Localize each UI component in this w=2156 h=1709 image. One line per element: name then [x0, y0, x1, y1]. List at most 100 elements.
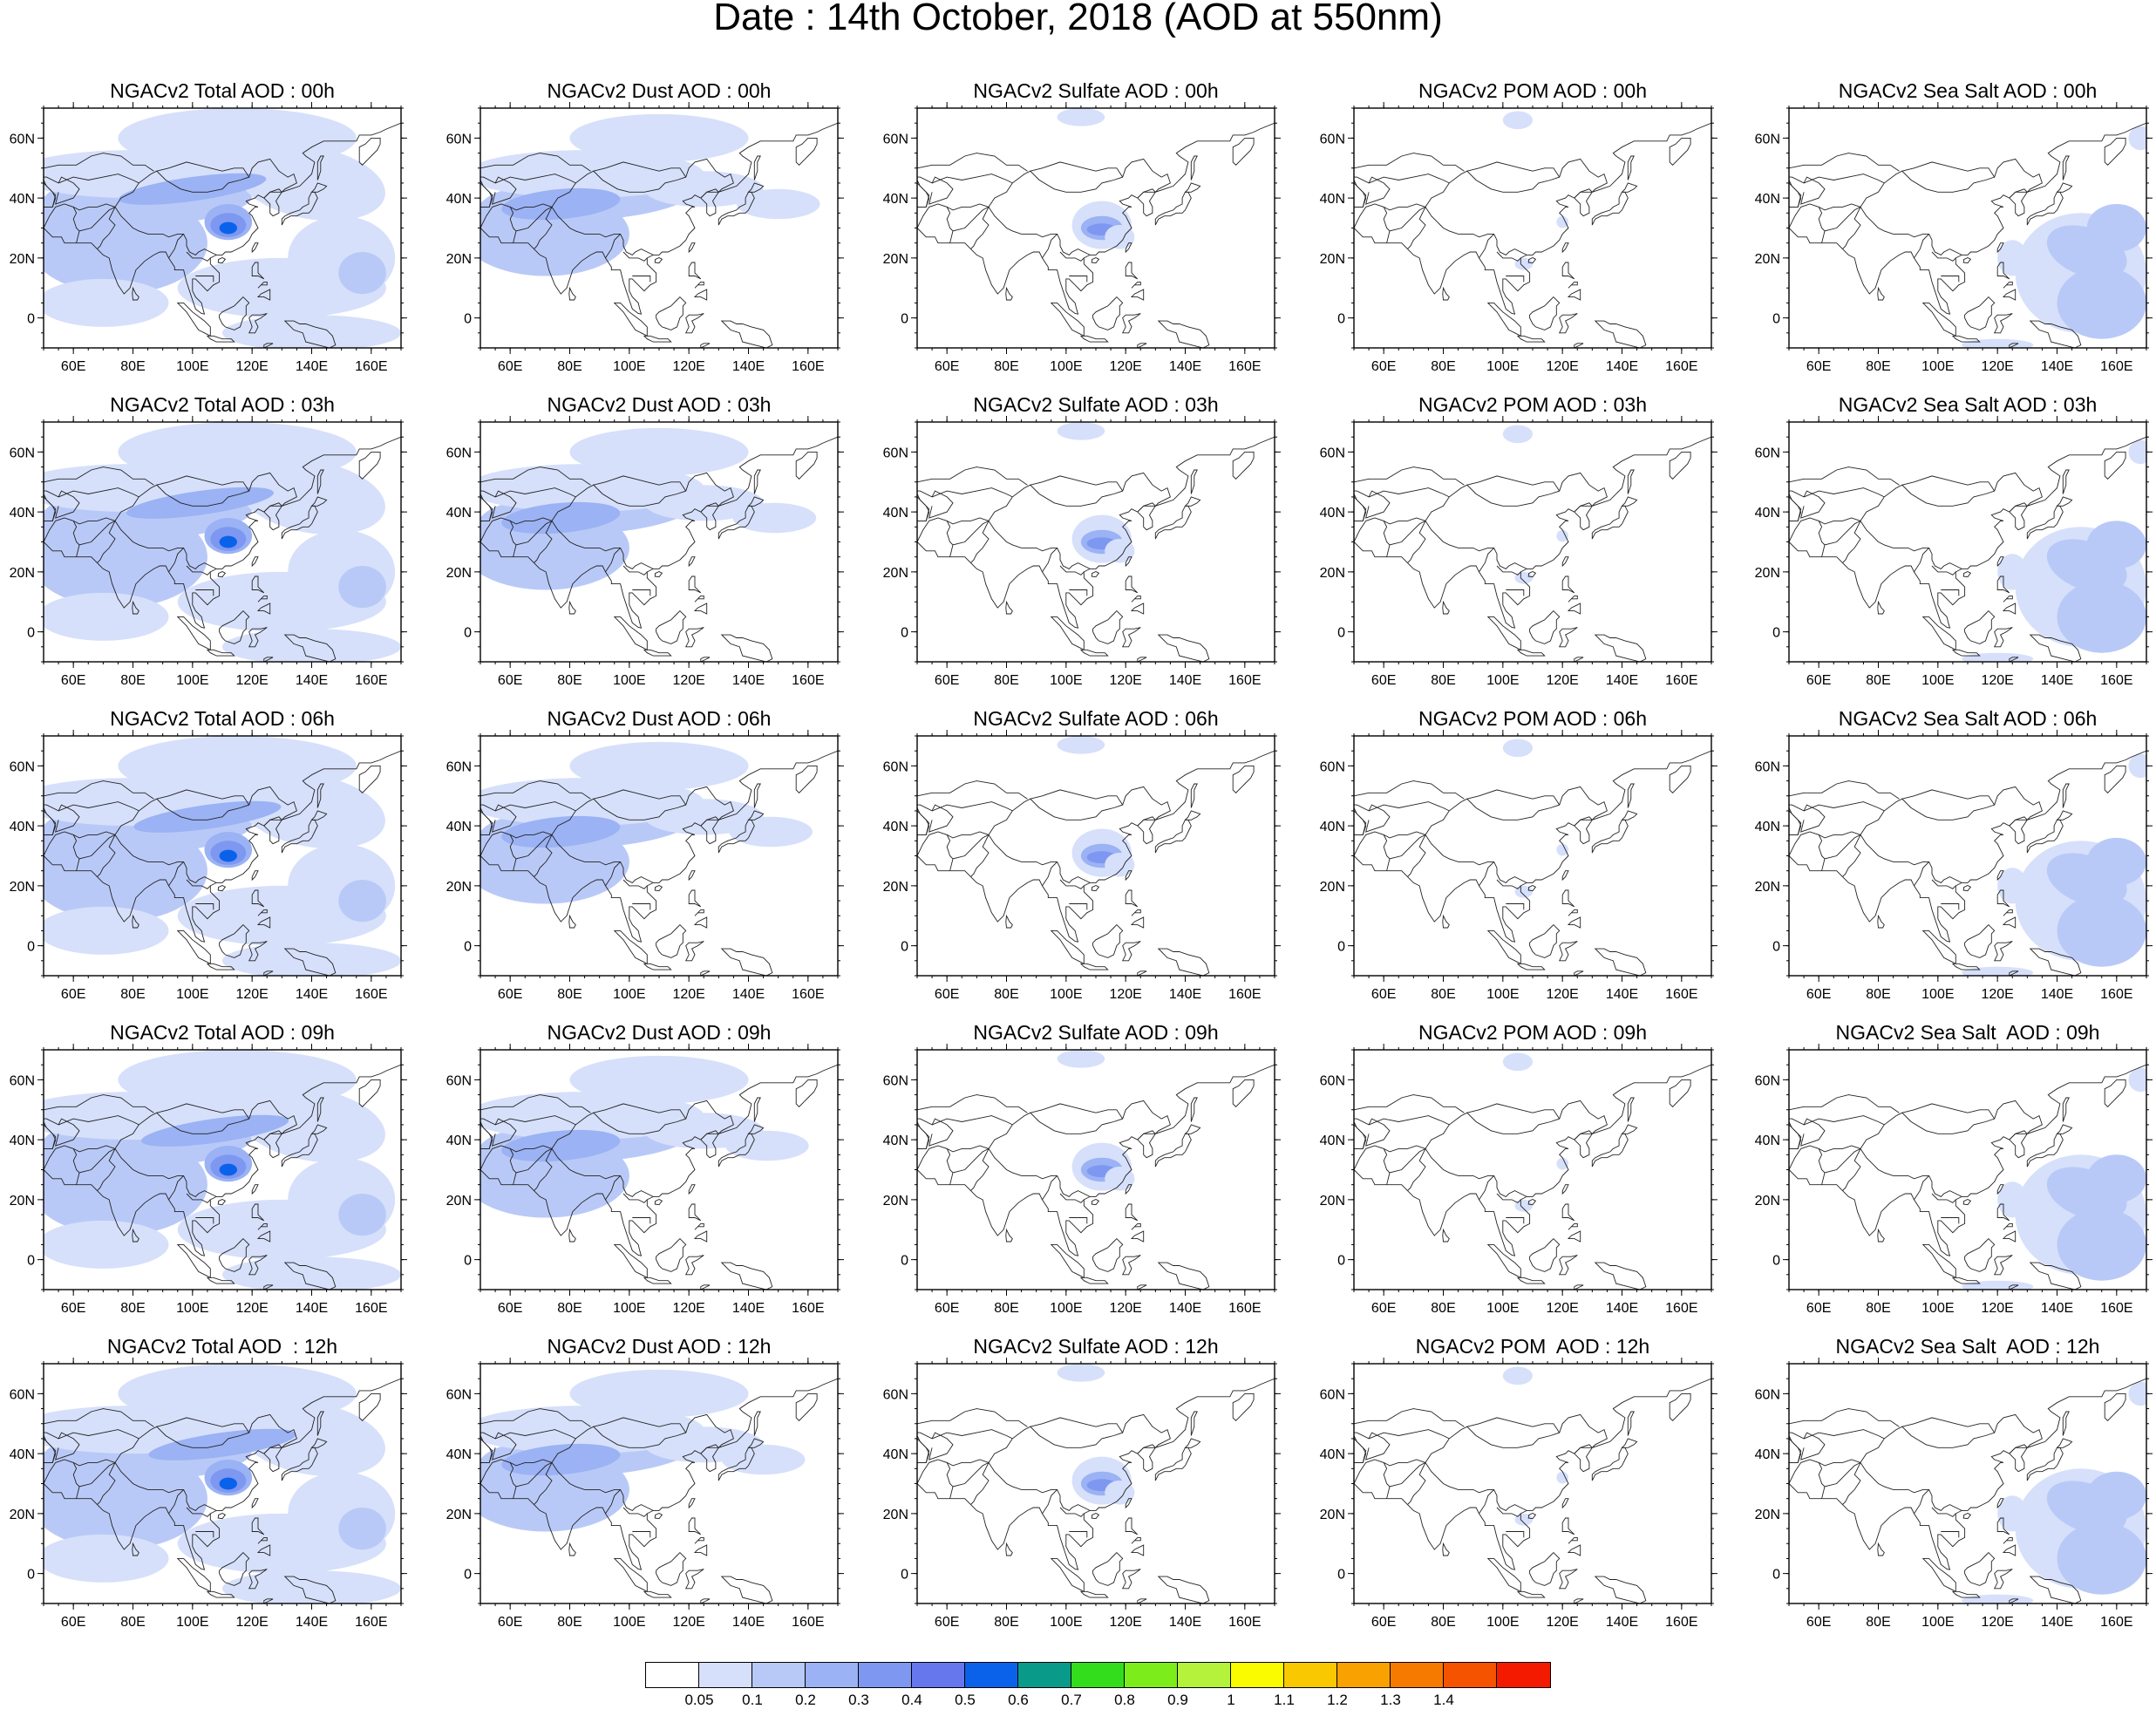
coastline-sakhalin	[753, 1097, 761, 1122]
coastline-seasia3	[632, 903, 651, 910]
aod-region	[1962, 652, 2034, 662]
coastline-seasia3	[195, 1531, 214, 1538]
coastline-asiaMain	[1789, 1064, 2146, 1256]
coastline-visayas	[1568, 1222, 1578, 1230]
map-panel-dust-03h: NGACv2 Dust AOD : 03h 60E 80E 100E 120E 140E 1…	[446, 392, 916, 689]
coastline-asiaMain	[480, 750, 838, 943]
coastline-china_border	[1860, 472, 2043, 521]
coastline-taiwan	[688, 556, 696, 568]
coastline-seasia2	[1496, 879, 1521, 889]
coastline-himalaya	[1425, 207, 1527, 255]
coastline-taiwan	[251, 870, 259, 882]
map-plot: 60E 80E 100E 120E 140E 160E 0 20N 40N 60N	[1320, 1358, 1717, 1630]
coastline-mindanao	[693, 916, 708, 929]
colorbar-label: 1.3	[1380, 1692, 1401, 1708]
lon-tick-label: 100E	[1050, 1615, 1082, 1630]
coastline-korea	[1574, 1130, 1593, 1140]
lon-tick-label: 80E	[120, 987, 145, 1002]
coastline-taiwan	[1561, 1498, 1569, 1509]
coastline-asiaMain	[44, 750, 401, 943]
lon-tick-label: 80E	[1866, 987, 1890, 1002]
coastline-sakhalin	[316, 469, 324, 494]
coastline-russia_kz	[917, 1094, 1028, 1113]
coastlines	[480, 122, 838, 348]
coastline-mongolia	[1466, 1103, 1561, 1120]
lon-tick-label: 80E	[994, 1615, 1018, 1630]
coastline-kamchatka	[795, 1392, 818, 1421]
lon-tick-label: 100E	[1050, 1301, 1082, 1316]
coastline-borneo	[219, 296, 250, 330]
lon-tick-label: 100E	[176, 1615, 208, 1630]
coastline-india_sl	[1442, 914, 1450, 929]
coastline-sakhalin	[1190, 155, 1198, 180]
map-panel-sulfate-06h: NGACv2 Sulfate AOD : 06h 60E 80E 100E 120E 14…	[883, 706, 1353, 1003]
aod-region	[1514, 885, 1534, 898]
lat-tick-label: 40N	[1755, 820, 1780, 834]
aod-region	[569, 1369, 749, 1418]
coastlines	[44, 436, 401, 662]
coastline-java	[1516, 1590, 1546, 1598]
coastline-japan	[1154, 819, 1192, 854]
coastline-sakhalin	[316, 1411, 324, 1436]
coastline-seasia2	[1496, 1507, 1521, 1517]
coastline-hainan	[1091, 1198, 1100, 1206]
axis-ticks	[1783, 102, 2153, 354]
coastline-afghan	[1383, 1145, 1426, 1153]
coastline-mindanao	[2002, 603, 2017, 615]
lat-tick-label: 60N	[1755, 132, 1780, 146]
lat-tick-label: 40N	[1755, 1134, 1780, 1148]
coastline-newguinea	[720, 634, 773, 662]
aod-region	[338, 566, 386, 609]
aod-region	[1514, 257, 1534, 270]
coastline-china_border	[1425, 786, 1608, 835]
coastline-java	[206, 1277, 235, 1284]
coastline-china_border	[114, 158, 297, 208]
coastline-hokkaido	[310, 1438, 328, 1448]
coastline-sulawesi	[1558, 1569, 1578, 1590]
aod-field	[44, 108, 401, 348]
coastline-mindanao	[1567, 603, 1581, 615]
coastline-kazakh	[58, 1429, 139, 1440]
coastline-seasia3	[1941, 276, 1960, 283]
coastline-korea	[1137, 816, 1156, 827]
lat-tick-label: 20N	[1755, 1194, 1780, 1209]
coastline-sakhalin	[1190, 469, 1198, 494]
map-panel-pom-03h: NGACv2 POM AOD : 03h 60E 80E 100E 120E 140E 16…	[1320, 392, 1790, 689]
coastline-taiwan	[1996, 1184, 2004, 1195]
lon-tick-label: 100E	[613, 673, 645, 688]
coastline-visayas	[694, 281, 704, 289]
coastline-japan	[1591, 1133, 1629, 1168]
coastline-india_sl	[1442, 1542, 1450, 1556]
coastline-russia_kz	[1354, 1094, 1465, 1113]
coastline-sumatra	[613, 302, 648, 337]
coastline-kazakh	[1803, 1115, 1885, 1126]
coastline-india_sl	[568, 914, 576, 929]
aod-region	[2128, 126, 2146, 151]
coastline-newguinea	[283, 320, 337, 348]
axis-ticks	[474, 1044, 844, 1296]
aod-region	[140, 1114, 289, 1147]
aod-region	[1057, 1364, 1105, 1382]
coastline-sumatra	[176, 616, 211, 651]
coastline-mindanao	[693, 603, 708, 615]
lon-tick-label: 100E	[176, 359, 208, 374]
coastline-india_pak	[949, 834, 990, 877]
coastline-seasia3	[1069, 1531, 1088, 1538]
lat-tick-label: 20N	[1755, 252, 1780, 267]
coastline-india_sl	[1442, 286, 1450, 301]
coastline-borneo	[1964, 1237, 1996, 1272]
coastline-sumatra	[1050, 616, 1085, 651]
coastline-visayas	[1568, 281, 1578, 289]
coastline-java	[1951, 1277, 1981, 1284]
colorbar-label: 1.1	[1274, 1692, 1295, 1708]
lat-tick-label: 20N	[10, 252, 35, 267]
coastline-kamchatka	[795, 765, 818, 793]
coastline-sumatra	[1486, 616, 1521, 651]
aod-region	[44, 592, 169, 641]
aod-region	[569, 427, 749, 476]
coastline-seasia2	[1931, 879, 1956, 889]
panel-title: NGACv2 Total AOD : 00h	[110, 79, 335, 102]
coastline-eurasia	[1354, 804, 1391, 835]
aod-region	[2128, 753, 2146, 779]
coastline-kamchatka	[1232, 1079, 1255, 1107]
